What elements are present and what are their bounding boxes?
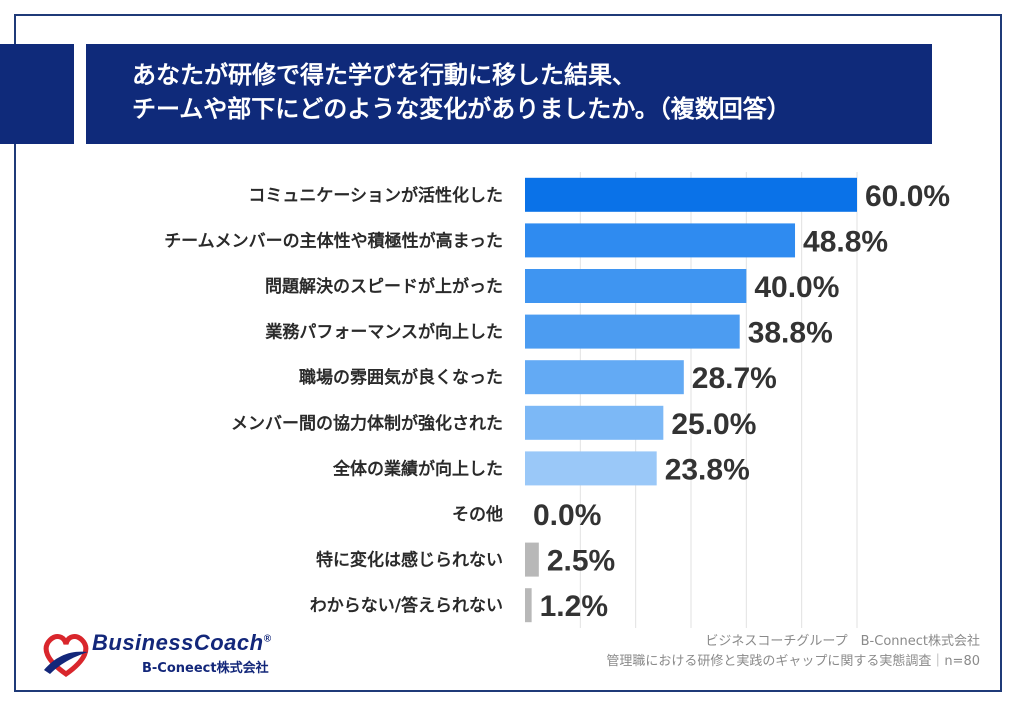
value-label: 2.5%: [547, 545, 615, 578]
value-label: 40.0%: [754, 271, 839, 304]
outer-frame: [14, 14, 1002, 692]
bar: [525, 269, 747, 303]
category-label: 問題解決のスピードが上がった: [265, 276, 503, 297]
bar: [525, 588, 532, 623]
logo-company-name: B-Coneect株式会社: [142, 661, 269, 676]
value-label: 28.7%: [692, 362, 777, 395]
value-label: 60.0%: [865, 180, 950, 213]
bar: [525, 177, 857, 212]
logo-wordmark: BusinessCoach®: [92, 630, 271, 656]
business-coach-logo: BusinessCoach® B-Coneect株式会社: [40, 630, 320, 680]
category-label: 職場の雰囲気が良くなった: [299, 367, 503, 388]
bar: [525, 360, 684, 395]
bar: [525, 542, 539, 577]
value-label: 48.8%: [803, 225, 888, 258]
value-label: 23.8%: [665, 453, 750, 486]
title-accent-block: [0, 44, 74, 144]
title-line-2: チームや部下にどのような変化がありましたか。（複数回答）: [132, 95, 791, 123]
category-label: 特に変化は感じられない: [316, 550, 503, 571]
value-label: 1.2%: [540, 590, 608, 623]
source-line-1: ビジネスコーチグループ B-Connect株式会社: [705, 634, 980, 649]
source-note: ビジネスコーチグループ B-Connect株式会社 管理職における研修と実践のギ…: [606, 632, 980, 672]
value-label: 25.0%: [671, 408, 756, 441]
category-label: チームメンバーの主体性や積極性が高まった: [164, 230, 503, 251]
source-line-2: 管理職における研修と実践のギャップに関する実態調査｜n=80: [606, 654, 980, 669]
title-line-1: あなたが研修で得た学びを行動に移した結果、: [132, 61, 636, 89]
bar: [525, 405, 664, 440]
category-label: わからない/答えられない: [310, 595, 503, 616]
bar: [525, 314, 740, 349]
bar: [525, 223, 796, 258]
category-label: メンバー間の協力体制が強化された: [231, 413, 503, 434]
category-label: その他: [452, 504, 503, 525]
title-banner: あなたが研修で得た学びを行動に移した結果、 チームや部下にどのような変化がありま…: [86, 44, 932, 144]
logo-wordmark-text: BusinessCoach: [92, 630, 264, 655]
bar: [525, 451, 657, 486]
category-label: 業務パフォーマンスが向上した: [265, 322, 503, 343]
value-label: 38.8%: [748, 317, 833, 350]
value-label: 0.0%: [533, 499, 601, 532]
category-label: 全体の業績が向上した: [332, 458, 503, 479]
registered-mark: ®: [263, 633, 272, 645]
category-label: コミュニケーションが活性化した: [248, 185, 503, 206]
heart-logo-icon: [43, 634, 89, 678]
